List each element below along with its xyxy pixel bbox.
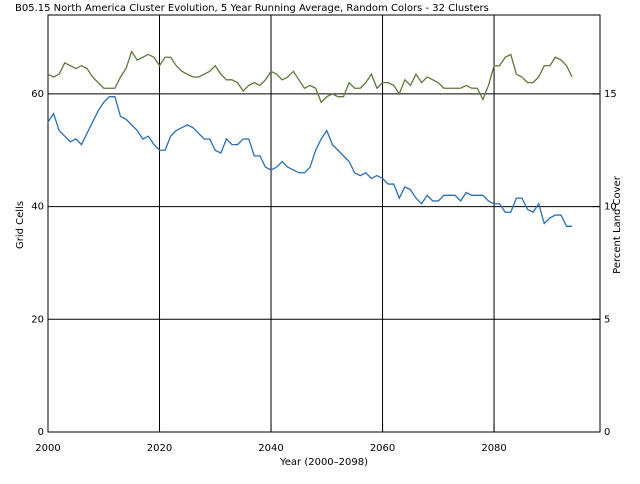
plot-frame [47, 14, 601, 433]
x-tick-label: 2060 [370, 443, 395, 454]
x-tick-label: 2080 [481, 443, 506, 454]
x-tick-label: 2000 [35, 443, 60, 454]
x-axis-label: Year (2000–2098) [279, 457, 368, 468]
y2-axis-label: Percent Land Cover [612, 175, 623, 274]
y2-tick-label: 0 [604, 427, 610, 438]
y-tick-label: 20 [31, 314, 44, 325]
y2-tick-label: 5 [604, 314, 610, 325]
y2-tick-label: 10 [604, 202, 617, 213]
series-line [47, 96, 573, 227]
x-tick-label: 2040 [258, 443, 283, 454]
y-axis-label: Grid Cells [15, 201, 26, 249]
y2-tick-label: 15 [604, 89, 617, 100]
y-tick-label: 0 [38, 427, 44, 438]
y-tick-label: 40 [31, 202, 44, 213]
x-tick-label: 2020 [147, 443, 172, 454]
series-line [47, 50, 573, 104]
chart-title: B05.15 North America Cluster Evolution, … [15, 3, 489, 14]
y-tick-label: 60 [31, 89, 44, 100]
